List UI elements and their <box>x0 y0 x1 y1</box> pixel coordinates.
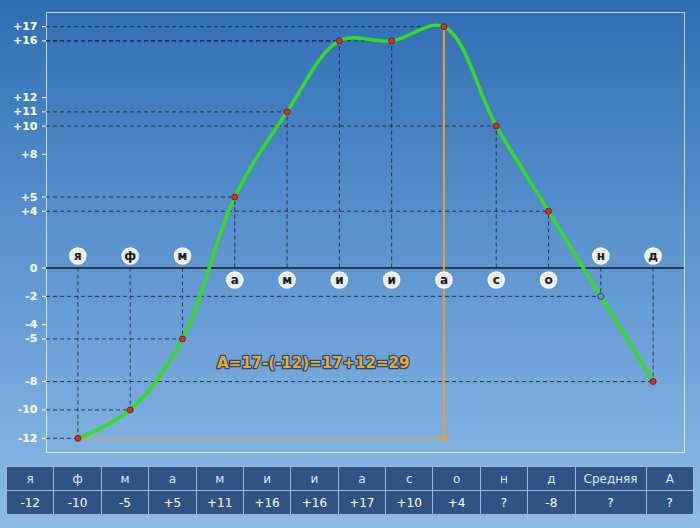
svg-text:а: а <box>440 273 448 287</box>
svg-text:-10: -10 <box>18 403 38 416</box>
svg-text:-5: -5 <box>25 332 37 345</box>
svg-text:-2: -2 <box>25 290 37 303</box>
html-text:+11: +11 <box>207 495 233 510</box>
html-text:о: о <box>452 471 461 486</box>
html-text:+16: +16 <box>301 495 328 510</box>
html-text:-8: -8 <box>545 495 558 510</box>
html-text:м: м <box>215 471 225 486</box>
svg-text:н: н <box>597 249 605 263</box>
html-text:ф: ф <box>72 471 83 486</box>
svg-text:+4: +4 <box>21 205 38 218</box>
svg-text:-8: -8 <box>25 375 37 388</box>
svg-text:A=17-(-12)=17+12=29: A=17-(-12)=17+12=29 <box>217 354 409 372</box>
svg-text:я: я <box>74 249 82 263</box>
svg-text:м: м <box>178 249 188 263</box>
html-text:д: д <box>547 471 556 486</box>
html-text:+5: +5 <box>163 495 182 510</box>
html-text:н: н <box>500 471 508 486</box>
html-text:+17: +17 <box>349 495 375 510</box>
html-text:с: с <box>405 471 413 486</box>
svg-text:+11: +11 <box>13 105 38 118</box>
svg-text:+12: +12 <box>13 91 38 104</box>
svg-text:д: д <box>648 249 658 263</box>
svg-text:+8: +8 <box>21 148 38 161</box>
svg-text:0: 0 <box>30 262 38 275</box>
html-text:+16: +16 <box>254 495 280 510</box>
html-text:-12: -12 <box>20 495 40 510</box>
html-text:+4: +4 <box>447 495 466 510</box>
svg-text:с: с <box>493 273 500 287</box>
svg-text:ф: ф <box>124 249 136 263</box>
html-text:м: м <box>120 471 130 486</box>
html-text:-10: -10 <box>67 495 88 510</box>
svg-text:+5: +5 <box>21 191 38 204</box>
svg-text:м: м <box>282 273 292 287</box>
html-text:а: а <box>168 471 176 486</box>
svg-text:+16: +16 <box>13 34 38 47</box>
svg-text:и: и <box>335 273 343 287</box>
html-text:и: и <box>310 471 319 486</box>
html-text:А: А <box>665 471 674 486</box>
svg-text:+10: +10 <box>13 120 38 133</box>
svg-text:о: о <box>544 273 552 287</box>
html-text:+10: +10 <box>396 495 422 510</box>
html-text:я: я <box>26 471 34 486</box>
html-text:а: а <box>358 471 366 486</box>
html-text:и: и <box>263 471 271 486</box>
html-text:-5: -5 <box>119 495 131 510</box>
html-text:Средняя: Средняя <box>583 471 638 486</box>
svg-text:-12: -12 <box>18 432 38 445</box>
svg-text:+17: +17 <box>13 20 38 33</box>
svg-text:-4: -4 <box>25 318 38 331</box>
svg-text:а: а <box>231 273 239 287</box>
svg-text:и: и <box>387 273 395 287</box>
